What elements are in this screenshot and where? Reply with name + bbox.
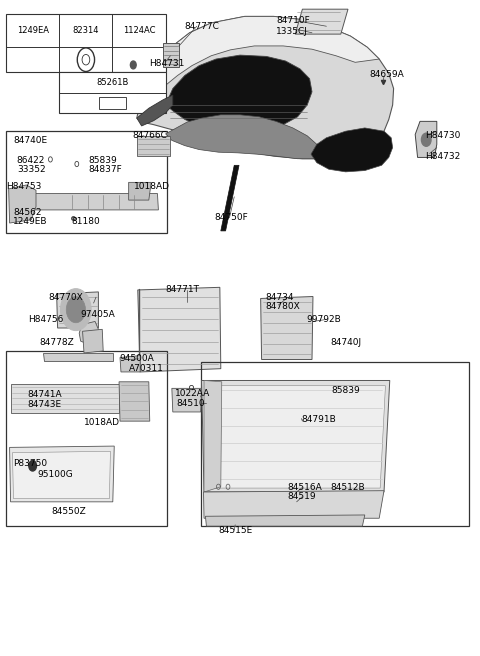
- Text: 84741A: 84741A: [28, 390, 62, 400]
- Polygon shape: [10, 446, 114, 502]
- Text: 84780X: 84780X: [265, 302, 300, 311]
- Text: 84771T: 84771T: [166, 285, 200, 295]
- Text: 1249EA: 1249EA: [17, 26, 49, 35]
- Text: 1124AC: 1124AC: [123, 26, 156, 35]
- Polygon shape: [166, 55, 312, 133]
- Text: 84512B: 84512B: [330, 483, 365, 492]
- Polygon shape: [43, 353, 113, 361]
- Text: 1018AD: 1018AD: [84, 418, 120, 427]
- Text: 84659A: 84659A: [370, 70, 404, 79]
- Text: 33352: 33352: [17, 165, 46, 174]
- Polygon shape: [120, 356, 140, 372]
- Polygon shape: [205, 515, 365, 526]
- Polygon shape: [137, 136, 170, 156]
- Text: 84743E: 84743E: [28, 400, 62, 409]
- Text: 85261B: 85261B: [96, 78, 129, 87]
- Text: 95100G: 95100G: [37, 470, 73, 479]
- Polygon shape: [11, 194, 158, 210]
- Text: 1022AA: 1022AA: [175, 389, 210, 398]
- Text: P83750: P83750: [13, 459, 48, 468]
- Polygon shape: [204, 380, 222, 492]
- Polygon shape: [205, 386, 385, 488]
- Circle shape: [131, 61, 136, 69]
- Text: 84562: 84562: [13, 208, 42, 217]
- Polygon shape: [137, 95, 173, 126]
- Bar: [60, 72, 166, 113]
- Circle shape: [421, 133, 431, 146]
- Text: 84791B: 84791B: [301, 415, 336, 424]
- Text: 84740E: 84740E: [13, 136, 48, 145]
- Text: 94500A: 94500A: [119, 354, 154, 363]
- Polygon shape: [204, 491, 384, 518]
- Text: 84519: 84519: [287, 492, 316, 501]
- Bar: [6, 14, 166, 72]
- Polygon shape: [79, 321, 98, 344]
- Text: H84731: H84731: [149, 59, 184, 68]
- Text: 82314: 82314: [72, 26, 99, 35]
- Polygon shape: [415, 121, 437, 157]
- Circle shape: [29, 461, 36, 471]
- Circle shape: [66, 297, 85, 323]
- Text: 97405A: 97405A: [81, 310, 115, 319]
- Polygon shape: [129, 182, 151, 200]
- Polygon shape: [9, 185, 36, 223]
- Text: 84734: 84734: [265, 293, 294, 302]
- Text: 84750F: 84750F: [215, 213, 248, 222]
- Text: 84770X: 84770X: [48, 293, 83, 302]
- Text: A70311: A70311: [129, 364, 164, 373]
- Text: 84777C: 84777C: [185, 22, 220, 31]
- Polygon shape: [119, 382, 150, 421]
- Text: 84740J: 84740J: [330, 338, 361, 347]
- Bar: [6, 351, 167, 526]
- Text: 1335CJ: 1335CJ: [276, 27, 308, 36]
- Polygon shape: [83, 329, 103, 353]
- Polygon shape: [12, 451, 110, 499]
- Text: 84766C: 84766C: [132, 131, 167, 140]
- Text: 1018AD: 1018AD: [134, 182, 170, 192]
- Polygon shape: [311, 128, 393, 172]
- Polygon shape: [11, 384, 119, 413]
- Polygon shape: [158, 16, 379, 95]
- Text: 85839: 85839: [331, 386, 360, 395]
- Circle shape: [60, 289, 91, 331]
- Bar: [99, 97, 126, 109]
- Bar: [6, 131, 167, 233]
- Polygon shape: [221, 165, 239, 231]
- Text: 84778Z: 84778Z: [40, 338, 74, 347]
- Text: H84730: H84730: [425, 131, 460, 140]
- Text: 1249EB: 1249EB: [13, 216, 48, 226]
- Polygon shape: [137, 16, 394, 159]
- Bar: [201, 362, 469, 526]
- Bar: [163, 43, 179, 67]
- Text: 81180: 81180: [71, 216, 100, 226]
- Polygon shape: [57, 292, 98, 328]
- Polygon shape: [172, 388, 202, 412]
- Text: 86422: 86422: [17, 155, 45, 165]
- Polygon shape: [202, 380, 390, 492]
- Text: 84510: 84510: [177, 399, 205, 408]
- Text: H84732: H84732: [425, 152, 460, 161]
- Text: H84753: H84753: [6, 182, 42, 192]
- Text: 84710F: 84710F: [276, 16, 310, 26]
- Text: 84516A: 84516A: [287, 483, 322, 492]
- Text: H84756: H84756: [28, 315, 63, 324]
- Text: 84515E: 84515E: [218, 525, 252, 535]
- Text: 84550Z: 84550Z: [52, 507, 86, 516]
- Polygon shape: [295, 9, 348, 34]
- Polygon shape: [166, 115, 319, 159]
- Text: 85839: 85839: [89, 155, 118, 165]
- Polygon shape: [261, 297, 313, 359]
- Text: 84837F: 84837F: [89, 165, 122, 174]
- Text: 99792B: 99792B: [306, 315, 341, 324]
- Polygon shape: [138, 287, 221, 372]
